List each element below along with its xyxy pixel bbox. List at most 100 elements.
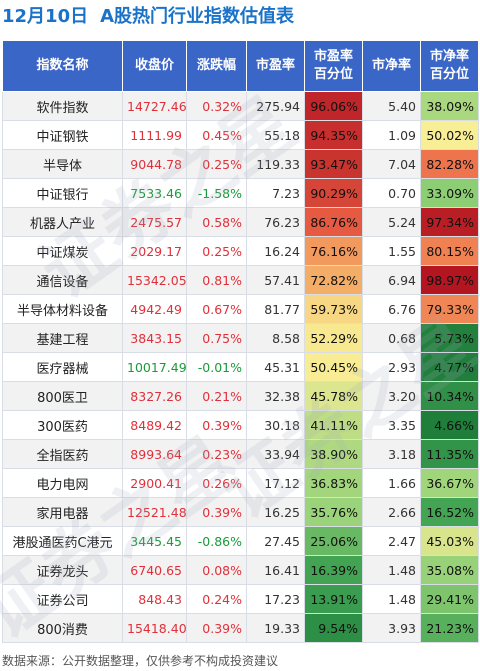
pb-cell: 2.66 bbox=[362, 497, 421, 527]
close-price-cell: 2029.17 bbox=[122, 236, 187, 266]
table-row: 800医卫 8327.26 0.21% 32.38 45.78% 3.20 10.34% bbox=[2, 381, 479, 411]
close-price-cell: 2475.57 bbox=[122, 207, 187, 237]
pb-cell: 5.24 bbox=[362, 207, 421, 237]
change-cell: 0.81% bbox=[186, 265, 247, 295]
table-row: 医疗器械 10017.49 -0.01% 45.31 50.45% 2.93 4.77% bbox=[2, 352, 479, 382]
pb-percentile-cell: 4.77% bbox=[420, 352, 479, 382]
table-row: 机器人产业 2475.57 0.58% 76.23 86.76% 5.24 97.34% bbox=[2, 207, 479, 237]
header-col-change: 涨跌幅 bbox=[186, 40, 247, 92]
pe-percentile-cell: 35.76% bbox=[304, 497, 363, 527]
index-name-cell: 机器人产业 bbox=[2, 207, 123, 237]
pe-percentile-cell: 52.29% bbox=[304, 323, 363, 353]
pb-cell: 0.68 bbox=[362, 323, 421, 353]
pb-cell: 6.76 bbox=[362, 294, 421, 324]
pb-percentile-cell: 82.28% bbox=[420, 149, 479, 179]
pe-percentile-cell: 41.11% bbox=[304, 410, 363, 440]
index-name-cell: 证券公司 bbox=[2, 584, 123, 614]
index-name-cell: 通信设备 bbox=[2, 265, 123, 295]
pe-percentile-cell: 25.06% bbox=[304, 526, 363, 556]
close-price-cell: 3445.45 bbox=[122, 526, 187, 556]
close-price-cell: 10017.49 bbox=[122, 352, 187, 382]
footer-note: 数据来源：公开数据整理，仅供参考不构成投资建议 bbox=[2, 654, 279, 668]
index-name-cell: 半导体材料设备 bbox=[2, 294, 123, 324]
change-cell: 0.39% bbox=[186, 613, 247, 643]
index-name-cell: 中证煤炭 bbox=[2, 236, 123, 266]
index-name-cell: 中证钢铁 bbox=[2, 120, 123, 150]
table-row: 半导体 9044.78 0.25% 119.33 93.47% 7.04 82.28% bbox=[2, 149, 479, 179]
header-col-pe: 市盈率 bbox=[246, 40, 305, 92]
pb-percentile-cell: 4.66% bbox=[420, 410, 479, 440]
pe-cell: 17.23 bbox=[246, 584, 305, 614]
change-cell: 0.45% bbox=[186, 120, 247, 150]
pe-cell: 45.31 bbox=[246, 352, 305, 382]
header-col-pe-pct: 市盈率 百分位 bbox=[304, 40, 363, 92]
pe-cell: 7.23 bbox=[246, 178, 305, 208]
close-price-cell: 8327.26 bbox=[122, 381, 187, 411]
table-row: 半导体材料设备 4942.49 0.67% 81.77 59.73% 6.76 79.33% bbox=[2, 294, 479, 324]
pb-cell: 5.40 bbox=[362, 91, 421, 121]
table-row: 全指医药 8993.64 0.23% 33.94 38.90% 3.18 11.35% bbox=[2, 439, 479, 469]
pe-cell: 275.94 bbox=[246, 91, 305, 121]
pb-cell: 1.48 bbox=[362, 584, 421, 614]
table-row: 中证煤炭 2029.17 0.25% 16.24 76.16% 1.55 80.15% bbox=[2, 236, 479, 266]
index-name-cell: 半导体 bbox=[2, 149, 123, 179]
change-cell: 0.26% bbox=[186, 468, 247, 498]
table-row: 证券龙头 6740.65 0.08% 16.41 16.39% 1.48 35.08% bbox=[2, 555, 479, 585]
pb-cell: 2.47 bbox=[362, 526, 421, 556]
table-row: 港股通医药C港元 3445.45 -0.86% 27.45 25.06% 2.47 45.0… bbox=[2, 526, 479, 556]
title-bar: 12月10日 A股热门行业指数估值表 bbox=[0, 0, 480, 30]
pb-cell: 2.93 bbox=[362, 352, 421, 382]
pb-percentile-cell: 16.52% bbox=[420, 497, 479, 527]
close-price-cell: 12521.48 bbox=[122, 497, 187, 527]
index-name-cell: 基建工程 bbox=[2, 323, 123, 353]
pb-cell: 3.35 bbox=[362, 410, 421, 440]
index-name-cell: 300医药 bbox=[2, 410, 123, 440]
pb-cell: 6.94 bbox=[362, 265, 421, 295]
close-price-cell: 9044.78 bbox=[122, 149, 187, 179]
change-cell: 0.23% bbox=[186, 439, 247, 469]
pb-percentile-cell: 45.03% bbox=[420, 526, 479, 556]
pb-cell: 1.09 bbox=[362, 120, 421, 150]
pb-percentile-cell: 11.35% bbox=[420, 439, 479, 469]
pb-cell: 3.20 bbox=[362, 381, 421, 411]
change-cell: 0.25% bbox=[186, 149, 247, 179]
table-row: 中证钢铁 1111.99 0.45% 55.18 94.35% 1.09 50.02% bbox=[2, 120, 479, 150]
close-price-cell: 7533.46 bbox=[122, 178, 187, 208]
pb-percentile-cell: 33.09% bbox=[420, 178, 479, 208]
index-name-cell: 全指医药 bbox=[2, 439, 123, 469]
close-price-cell: 8993.64 bbox=[122, 439, 187, 469]
pe-percentile-cell: 13.91% bbox=[304, 584, 363, 614]
pe-cell: 27.45 bbox=[246, 526, 305, 556]
close-price-cell: 3843.15 bbox=[122, 323, 187, 353]
page-title: A股热门行业指数估值表 bbox=[100, 6, 295, 27]
pb-percentile-cell: 36.67% bbox=[420, 468, 479, 498]
change-cell: 0.25% bbox=[186, 236, 247, 266]
table-row: 证券公司 848.43 0.24% 17.23 13.91% 1.48 29.41% bbox=[2, 584, 479, 614]
table-header-row: 指数名称 收盘价 涨跌幅 市盈率 市盈率 百分位 市净率 市净率 百分位 bbox=[2, 40, 479, 92]
pe-cell: 32.38 bbox=[246, 381, 305, 411]
table-row: 300医药 8489.42 0.39% 30.18 41.11% 3.35 4.66% bbox=[2, 410, 479, 440]
table-row: 电力电网 2900.41 0.26% 17.12 36.83% 1.66 36.67% bbox=[2, 468, 479, 498]
pe-cell: 55.18 bbox=[246, 120, 305, 150]
pe-percentile-cell: 72.82% bbox=[304, 265, 363, 295]
change-cell: 0.21% bbox=[186, 381, 247, 411]
change-cell: 0.67% bbox=[186, 294, 247, 324]
close-price-cell: 2900.41 bbox=[122, 468, 187, 498]
pe-percentile-cell: 38.90% bbox=[304, 439, 363, 469]
pb-cell: 3.93 bbox=[362, 613, 421, 643]
pe-cell: 16.25 bbox=[246, 497, 305, 527]
pe-cell: 17.12 bbox=[246, 468, 305, 498]
close-price-cell: 848.43 bbox=[122, 584, 187, 614]
close-price-cell: 14727.46 bbox=[122, 91, 187, 121]
pb-percentile-cell: 80.15% bbox=[420, 236, 479, 266]
pe-cell: 81.77 bbox=[246, 294, 305, 324]
close-price-cell: 1111.99 bbox=[122, 120, 187, 150]
close-price-cell: 15418.40 bbox=[122, 613, 187, 643]
pe-percentile-cell: 36.83% bbox=[304, 468, 363, 498]
table-row: 800消费 15418.40 0.39% 19.33 9.54% 3.93 21.23% bbox=[2, 613, 479, 643]
close-price-cell: 6740.65 bbox=[122, 555, 187, 585]
table-body: 软件指数 14727.46 0.32% 275.94 96.06% 5.40 38.09% 中… bbox=[2, 91, 479, 643]
pb-percentile-cell: 97.34% bbox=[420, 207, 479, 237]
change-cell: 0.58% bbox=[186, 207, 247, 237]
close-price-cell: 4942.49 bbox=[122, 294, 187, 324]
